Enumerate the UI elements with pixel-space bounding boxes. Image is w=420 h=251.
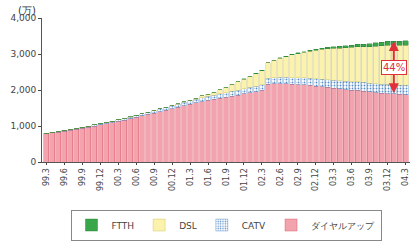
svg-text:99.3: 99.3 [42,168,51,186]
svg-text:03.6: 03.6 [347,168,356,186]
svg-text:00.3: 00.3 [114,168,123,186]
svg-text:44%: 44% [383,62,405,73]
svg-text:99.12: 99.12 [96,168,105,191]
svg-text:FTTH: FTTH [112,221,135,231]
svg-text:ダイヤルアップ: ダイヤルアップ [311,221,375,231]
svg-text:02.12: 02.12 [312,168,321,191]
svg-text:01.9: 01.9 [222,168,231,186]
svg-text:DSL: DSL [179,221,197,231]
svg-text:99.6: 99.6 [60,168,69,186]
svg-text:2,000: 2,000 [10,85,36,95]
svg-text:01.3: 01.3 [186,168,195,186]
svg-text:3,000: 3,000 [10,49,36,59]
svg-text:03.3: 03.3 [329,168,338,186]
svg-text:00.9: 00.9 [150,168,159,186]
svg-text:0: 0 [30,157,36,167]
svg-text:1,000: 1,000 [10,121,36,131]
svg-text:(万): (万) [18,5,36,16]
svg-text:99.9: 99.9 [78,168,87,186]
svg-text:00.12: 00.12 [168,168,177,191]
svg-text:02.3: 02.3 [258,168,267,186]
svg-text:04.3: 04.3 [401,168,410,186]
svg-text:00.6: 00.6 [132,168,141,186]
svg-text:03.9: 03.9 [365,168,374,186]
svg-text:CATV: CATV [242,221,266,231]
svg-text:03.12: 03.12 [383,168,392,191]
svg-text:01.6: 01.6 [204,168,213,186]
svg-text:4,000: 4,000 [10,13,36,23]
svg-text:01.12: 01.12 [240,168,249,191]
svg-text:02.6: 02.6 [276,168,285,186]
svg-text:02.9: 02.9 [294,168,303,186]
